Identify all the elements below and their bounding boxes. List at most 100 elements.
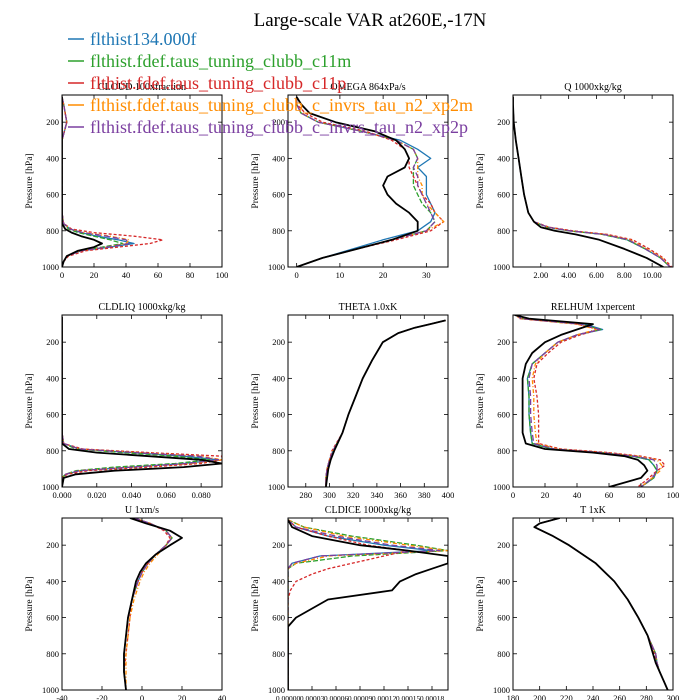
x-tick-label: 6.00 <box>589 270 604 280</box>
series-line-2 <box>325 319 446 487</box>
x-tick-label: 280 <box>640 693 653 700</box>
series-line-3 <box>325 319 446 487</box>
reference-line <box>62 316 222 487</box>
x-tick-label: 20 <box>379 270 388 280</box>
panel-4: CLDLIQ 1000xkg/kg Pressure [hPa] 200 400 600… <box>25 302 223 500</box>
reference-line <box>513 96 664 267</box>
panel-title: OMEGA 864xPa/s <box>330 82 405 93</box>
y-tick-label: 400 <box>272 576 285 586</box>
series-line-2 <box>533 518 669 690</box>
y-tick-label: 1000 <box>42 685 59 695</box>
x-tick-label: 0.00015 <box>396 694 421 700</box>
series-line-4 <box>533 518 669 690</box>
x-tick-label: 20 <box>541 490 550 500</box>
reference-line <box>514 315 649 487</box>
x-tick-label: 80 <box>637 490 646 500</box>
y-axis-label: Pressure [hPa] <box>251 373 261 428</box>
y-tick-label: 800 <box>46 649 59 659</box>
x-tick-label: 40 <box>122 270 131 280</box>
x-tick-label: 0 <box>60 270 64 280</box>
x-tick-label: 260 <box>613 693 626 700</box>
y-tick-label: 200 <box>497 540 510 550</box>
y-tick-label: 800 <box>497 226 510 236</box>
x-tick-label: 0.060 <box>157 490 176 500</box>
legend-item: flthist.fdef.taus_tuning_clubb_c11p <box>68 73 346 93</box>
x-tick-label: 0.080 <box>192 490 211 500</box>
reference-line <box>295 96 419 267</box>
y-tick-label: 800 <box>497 446 510 456</box>
y-axis-label: Pressure [hPa] <box>251 576 261 631</box>
y-tick-label: 1000 <box>42 482 59 492</box>
x-tick-label: 240 <box>587 693 600 700</box>
series-group <box>288 519 448 690</box>
legend-label: flthist.fdef.taus_tuning_clubb_c11p <box>90 73 346 93</box>
x-tick-label: 200 <box>533 693 546 700</box>
series-line-3 <box>123 518 171 690</box>
series-line-5 <box>533 518 669 690</box>
y-tick-label: 200 <box>46 540 59 550</box>
x-tick-label: 2.00 <box>533 270 548 280</box>
x-tick-label: 180 <box>507 693 520 700</box>
y-tick-label: 1000 <box>42 262 59 272</box>
y-tick-label: 400 <box>46 373 59 383</box>
x-tick-label: 60 <box>605 490 614 500</box>
x-tick-label: 220 <box>560 693 573 700</box>
series-group <box>295 96 445 267</box>
x-tick-label: 40 <box>218 693 227 700</box>
panel-title: THETA 1.0xK <box>339 302 398 313</box>
x-tick-label: 8.00 <box>617 270 632 280</box>
x-tick-label: 10 <box>336 270 345 280</box>
y-tick-label: 800 <box>272 649 285 659</box>
y-tick-label: 400 <box>497 153 510 163</box>
x-tick-label: 20 <box>178 693 187 700</box>
x-tick-label: 10.00 <box>643 270 662 280</box>
y-tick-label: 200 <box>272 540 285 550</box>
y-tick-label: 200 <box>497 337 510 347</box>
x-tick-label: 300 <box>667 693 680 700</box>
x-tick-label: 40 <box>573 490 582 500</box>
y-tick-label: 400 <box>46 153 59 163</box>
plot-frame <box>61 94 223 268</box>
y-axis-label: Pressure [hPa] <box>251 153 261 208</box>
series-line-5 <box>325 319 446 487</box>
series-group <box>514 315 666 487</box>
x-tick-label: 60 <box>154 270 163 280</box>
x-tick-label: 0.040 <box>122 490 141 500</box>
legend-item: flthist.fdef.taus_tuning_clubb_c_invrs_t… <box>68 95 473 115</box>
panel-title: RELHUM 1xpercent <box>551 302 635 313</box>
y-tick-label: 1000 <box>493 482 510 492</box>
y-tick-label: 600 <box>272 190 285 200</box>
series-group <box>62 96 164 267</box>
y-tick-label: 600 <box>46 410 59 420</box>
legend-item: flthist.fdef.taus_tuning_clubb_c_invrs_t… <box>68 117 468 137</box>
series-line-1 <box>533 518 669 690</box>
series-line-4 <box>325 319 446 487</box>
plot-frame <box>512 314 674 488</box>
y-axis-label: Pressure [hPa] <box>476 373 486 428</box>
x-tick-label: 4.00 <box>561 270 576 280</box>
x-tick-label: 320 <box>347 490 360 500</box>
figure-title: Large-scale VAR at260E,-17N <box>254 10 487 31</box>
x-tick-label: 380 <box>418 490 431 500</box>
series-line-4 <box>513 96 671 267</box>
y-tick-label: 400 <box>497 576 510 586</box>
y-tick-label: 400 <box>46 576 59 586</box>
plot-frame <box>287 314 449 488</box>
y-tick-label: 400 <box>497 373 510 383</box>
y-tick-label: 600 <box>272 613 285 623</box>
y-tick-label: 800 <box>272 226 285 236</box>
reference-line <box>288 519 448 690</box>
reference-line <box>62 96 103 267</box>
x-tick-label: 30 <box>422 270 431 280</box>
panel-title: T 1xK <box>580 505 606 516</box>
x-tick-label: 300 <box>323 490 336 500</box>
x-tick-label: 0.020 <box>87 490 106 500</box>
series-line-4 <box>515 315 663 487</box>
y-tick-label: 600 <box>46 613 59 623</box>
series-line-3 <box>513 96 673 267</box>
